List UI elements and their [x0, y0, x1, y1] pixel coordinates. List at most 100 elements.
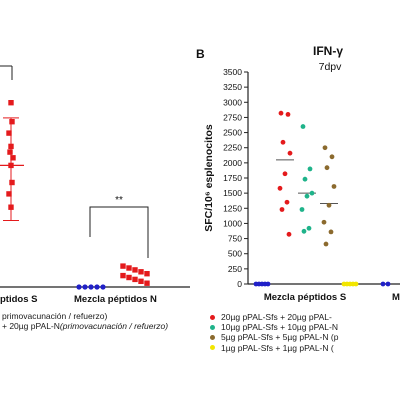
- panel-b-point: [277, 185, 283, 191]
- panel-b-ytick-label: 0: [237, 279, 242, 289]
- panel-a-point: [126, 265, 132, 271]
- panel-b-letter: B: [196, 47, 205, 61]
- panel-b-point: [323, 241, 329, 247]
- panel-b-ytick-label: 750: [228, 234, 242, 244]
- panel-b-point: [307, 166, 313, 172]
- panel-a-xtick-s: ptidos S: [0, 294, 37, 305]
- panel-b-point: [300, 124, 306, 129]
- panel-b-ytick-label: 1500: [223, 188, 242, 198]
- panel-b-xtick-s: Mezcla péptidos S: [264, 292, 346, 303]
- panel-b-point: [328, 229, 334, 235]
- panel-b-point: [284, 199, 290, 205]
- panel-b-point: [301, 228, 307, 234]
- panel-a-point: [10, 155, 16, 161]
- panel-b-point: [326, 202, 332, 208]
- panel-b-ytick-label: 2000: [223, 158, 242, 168]
- panel-b-legend: 20µg pPAL-Sfs + 20µg pPAL- 10µg pPAL-Sfs …: [210, 312, 338, 353]
- panel-b-point: [322, 145, 328, 151]
- panel-a-point: [9, 119, 15, 125]
- panel-b-point: [282, 171, 288, 177]
- panel-a-point: [132, 276, 138, 283]
- panel-a-point: [132, 267, 138, 273]
- panel-a-point-control: [100, 284, 106, 290]
- panel-a-point: [120, 272, 126, 279]
- panel-b-point: [304, 193, 310, 199]
- legend-marker: [210, 335, 215, 340]
- panel-a-legend-text-2: + 20µg pPAL-N: [2, 321, 60, 332]
- panel-a-legend: primovacunación / refuerzo) + 20µg pPAL-…: [2, 311, 168, 331]
- panel-a-point: [8, 143, 14, 150]
- panel-b-point: [331, 184, 337, 189]
- legend-label: 5µg pPAL-Sfs + 5µg pPAL-N (p: [221, 332, 339, 343]
- panel-b-ytick-label: 1250: [223, 203, 242, 213]
- panel-b-ytick-label: 1750: [223, 173, 242, 183]
- panel-b-subtitle: 7dpv: [319, 61, 343, 73]
- panel-b-point: [321, 219, 327, 225]
- panel-b-point: [299, 207, 305, 212]
- panel-b-ytick-label: 3000: [223, 97, 242, 107]
- panel-b-ylabel: SFC/10⁶ esplenocitos: [203, 124, 215, 232]
- panel-b-point: [302, 176, 308, 182]
- legend-marker: [210, 314, 215, 320]
- legend-marker: [210, 324, 215, 330]
- panel-a: ** ptidos S Mezcla péptidos N: [0, 65, 190, 305]
- legend-label: 20µg pPAL-Sfs + 20µg pPAL-: [221, 312, 332, 322]
- panel-a-legend-text-2-italic: (primovacunación / refuerzo): [59, 321, 169, 332]
- panel-a-point: [9, 179, 15, 186]
- panel-b-legend-item: 20µg pPAL-Sfs + 20µg pPAL-: [210, 312, 338, 322]
- panel-a-sig-bracket: [89, 206, 149, 258]
- panel-b-ytick-label: 3500: [223, 67, 242, 77]
- panel-b-ytick-label: 2500: [223, 128, 242, 138]
- panel-b-point: [286, 231, 292, 237]
- panel-b-point: [353, 281, 359, 287]
- panel-b-legend-item: 1µg pPAL-Sfs + 1µg pPAL-N (: [210, 343, 338, 353]
- panel-a-point: [8, 204, 14, 210]
- panel-a-point: [120, 263, 126, 269]
- panel-a-point: [7, 149, 13, 155]
- panel-b-ytick-label: 250: [228, 264, 242, 274]
- legend-label: 10µg pPAL-Sfs + 10µg pPAL-N: [221, 322, 338, 333]
- panel-b-title: IFN-γ: [313, 44, 343, 58]
- panel-a-point: [144, 280, 150, 286]
- panel-b-point: [280, 139, 286, 145]
- panel-b-ytick-label: 1000: [223, 218, 242, 228]
- panel-a-legend-text-1: primovacunación / refuerzo): [2, 311, 108, 321]
- panel-b-point: [287, 150, 293, 156]
- panel-b-point: [329, 154, 335, 160]
- panel-a-point: [144, 271, 150, 277]
- panel-b-point: [306, 225, 312, 231]
- panel-b-point: [279, 207, 285, 212]
- panel-a-legend-line-2: + 20µg pPAL-N (primovacunación / refuerz…: [2, 321, 168, 331]
- panel-b-point: [385, 281, 391, 287]
- panel-a-point: [138, 278, 144, 284]
- panel-a-point-control: [82, 284, 88, 290]
- panel-a-point-control: [88, 284, 94, 290]
- panel-b-xtick-m: M: [392, 292, 400, 303]
- panel-b-ytick-label: 2250: [223, 143, 242, 153]
- panel-a-point: [8, 100, 14, 106]
- panel-b-legend-item: 10µg pPAL-Sfs + 10µg pPAL-N: [210, 322, 338, 332]
- panel-b-point: [265, 281, 271, 287]
- panel-a-point: [6, 191, 12, 197]
- panel-b-point: [278, 110, 284, 116]
- panel-b-point: [324, 165, 330, 171]
- panel-b-point: [309, 190, 315, 196]
- panel-a-point: [8, 162, 14, 169]
- panel-b-legend-item: 5µg pPAL-Sfs + 5µg pPAL-N (p: [210, 332, 338, 342]
- panel-a-point-control: [94, 284, 100, 290]
- panel-b: B IFN-γ 7dpv SFC/10⁶ esplenocitos 0 250 500 750…: [196, 44, 400, 303]
- legend-marker: [210, 345, 215, 351]
- panel-b-point: [380, 281, 386, 287]
- panel-b-ytick-label: 2750: [223, 112, 242, 122]
- panel-b-ytick-label: 500: [228, 249, 242, 259]
- panel-a-xtick-n: Mezcla péptidos N: [74, 294, 157, 305]
- panel-a-point: [126, 274, 132, 281]
- panel-a-point: [138, 269, 144, 275]
- panel-a-legend-line-1: primovacunación / refuerzo): [2, 311, 168, 321]
- panel-b-ytick-label: 3250: [223, 82, 242, 92]
- panel-a-point: [6, 130, 12, 136]
- panel-b-point: [285, 112, 291, 117]
- panel-a-point-control: [76, 284, 82, 290]
- panel-a-sig-label: **: [115, 195, 123, 206]
